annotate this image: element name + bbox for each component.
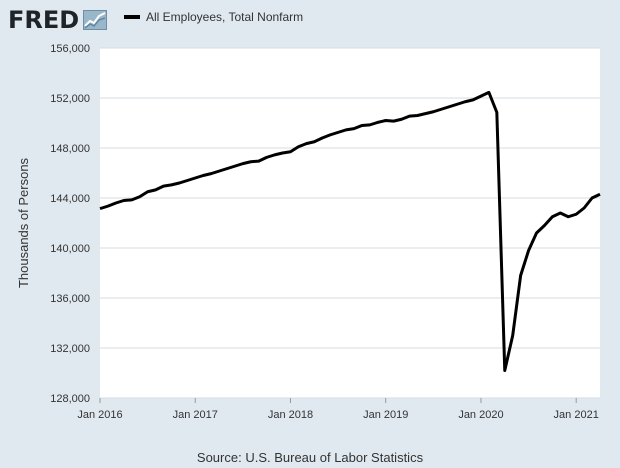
- logo-text: FRED: [8, 6, 80, 34]
- source-note: Source: U.S. Bureau of Labor Statistics: [196, 450, 424, 465]
- y-tick-label: 140,000: [50, 243, 90, 255]
- y-axis-labels: 128,000 132,000 136,000 140,000 144,000 148,0…: [50, 43, 90, 405]
- y-tick-label: 148,000: [50, 143, 90, 155]
- y-tick-label: 156,000: [50, 43, 90, 55]
- y-axis-title: Thousands of Persons: [16, 157, 31, 288]
- x-tick-label: Jan 2016: [77, 409, 122, 421]
- x-axis-labels: Jan 2016 Jan 2017 Jan 2018 Jan 2019 Jan 2020…: [77, 398, 599, 421]
- x-tick-label: Jan 2017: [173, 409, 218, 421]
- y-tick-label: 128,000: [50, 393, 90, 405]
- legend-swatch: [124, 15, 140, 19]
- plot-area: [100, 48, 600, 398]
- y-tick-label: 136,000: [50, 293, 90, 305]
- x-tick-label: Jan 2020: [458, 409, 503, 421]
- x-tick-label: Jan 2018: [268, 409, 313, 421]
- y-tick-label: 144,000: [50, 193, 90, 205]
- fred-logo: FRED: [8, 6, 108, 34]
- series-line-all-employees: [99, 90, 601, 372]
- x-tick-label: Jan 2021: [554, 409, 599, 421]
- y-tick-label: 132,000: [50, 343, 90, 355]
- chart-legend: All Employees, Total Nonfarm: [124, 10, 303, 24]
- legend-label: All Employees, Total Nonfarm: [146, 10, 304, 24]
- chart-trend-icon: [83, 10, 108, 30]
- x-tick-label: Jan 2019: [363, 409, 408, 421]
- line-chart: 128,000 132,000 136,000 140,000 144,000 148,0…: [16, 43, 601, 421]
- y-tick-label: 152,000: [50, 93, 90, 105]
